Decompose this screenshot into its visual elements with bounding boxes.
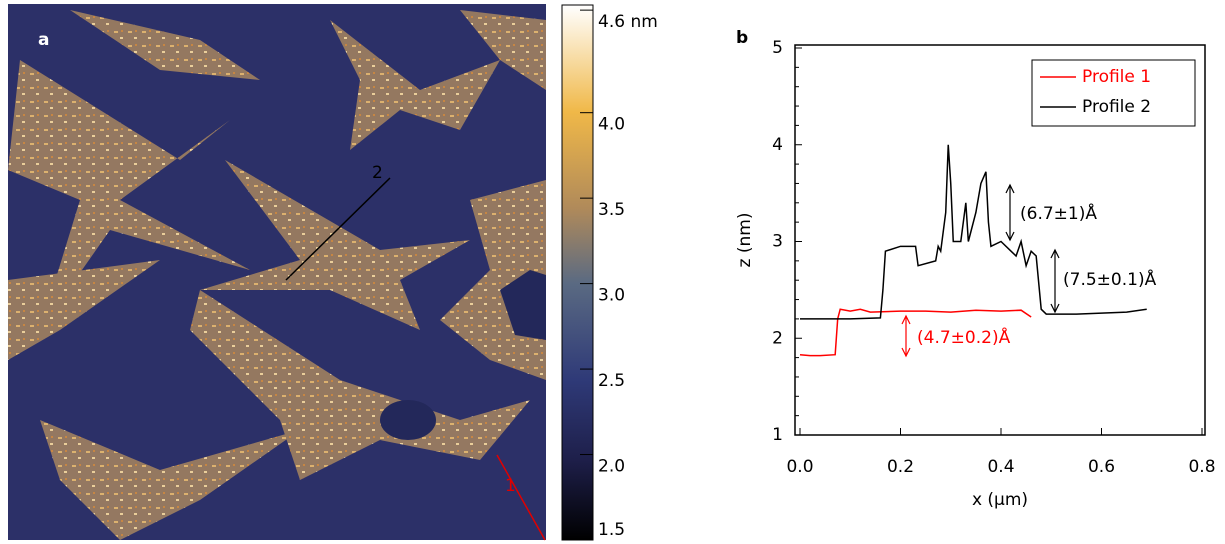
legend-box [1031,59,1196,127]
x-tick-label: 0.0 [786,457,813,477]
profile-line-1 [496,454,546,541]
x-tick-label: 0.4 [987,457,1014,477]
y-tick-label: 3 [772,232,783,252]
hole [500,270,546,340]
x-tick-label: 0.6 [1088,457,1115,477]
line-label: 2 [372,163,383,183]
x-tick-label: 0.8 [1188,457,1215,477]
y-axis-label: z (nm) [735,213,755,268]
arrow-head [901,314,911,358]
legend-label: Profile 1 [1082,67,1151,87]
x-tick-label: 0.2 [887,457,914,477]
colorbar-tick-label: 2.5 [598,371,625,391]
hole [380,400,436,440]
colorbar-tick-label: 4.0 [598,115,625,135]
colorbar-tick-label: 4.6 nm [598,12,658,32]
colorbar-tick-label: 3.5 [598,200,625,220]
panel-label: a [38,30,49,50]
afm-image: 2 1 a [8,4,546,541]
y-tick-label: 1 [772,425,783,445]
colorbar-tick-label: 2.0 [598,457,625,477]
arrow-head [1005,183,1015,242]
panel-label: b [736,28,748,48]
annotation: (6.7±1)Å [1020,202,1097,224]
annotation: (4.7±0.2)Å [917,326,1011,348]
plot-frame [794,44,1206,436]
x-axis-label: x (µm) [972,490,1028,510]
arrow-head [1050,248,1060,314]
y-tick-label: 5 [772,38,783,58]
profile-line-2 [285,177,391,281]
y-tick-label: 4 [772,135,783,155]
legend-label: Profile 2 [1082,97,1151,117]
profile-line [800,144,1147,320]
profile-line [799,308,1032,357]
colorbar-tick-label: 3.0 [598,286,625,306]
colorbar [561,4,594,541]
y-tick-label: 2 [772,328,783,348]
line-label: 1 [505,476,516,496]
colorbar-tick-label: 1.5 [598,520,625,540]
annotation: (7.5±0.1)Å [1063,268,1157,290]
